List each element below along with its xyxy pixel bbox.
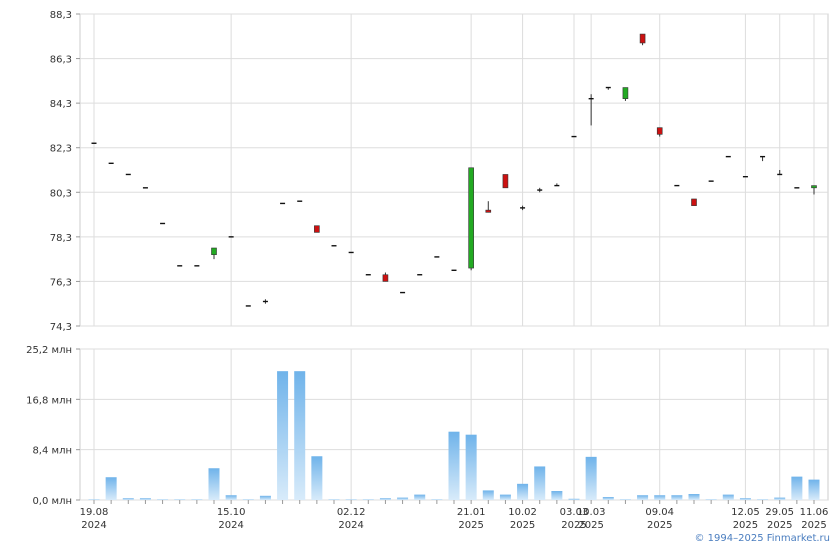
candle-body xyxy=(468,167,474,269)
x-tick-label-year: 2024 xyxy=(218,520,243,531)
volume-bar xyxy=(739,498,751,500)
volume-bar xyxy=(294,371,306,500)
x-tick-label-year: 2025 xyxy=(767,520,792,531)
price-tick-label: 82,3 xyxy=(50,144,72,155)
x-tick-label-year: 2025 xyxy=(458,520,483,531)
candle-body xyxy=(314,225,320,233)
x-tick-label-day: 02.12 xyxy=(337,507,366,518)
volume-bar xyxy=(774,497,786,500)
volume-bar xyxy=(722,494,734,500)
volume-bar xyxy=(517,483,529,500)
price-tick-label: 80,3 xyxy=(50,188,72,199)
volume-bar xyxy=(379,498,391,500)
volume-tick-label: 8,4 млн xyxy=(32,446,72,457)
volume-bar xyxy=(397,497,409,500)
volume-bar xyxy=(242,499,254,500)
candle-body xyxy=(211,247,217,255)
x-tick-label-year: 2024 xyxy=(338,520,363,531)
volume-bar xyxy=(688,494,700,500)
x-tick-label-year: 2024 xyxy=(81,520,106,531)
x-tick-label-year: 2025 xyxy=(578,520,603,531)
volume-bar xyxy=(431,499,443,500)
x-tick-label-day: 10.03 xyxy=(577,507,606,518)
volume-bar xyxy=(568,498,580,500)
volume-bar xyxy=(619,499,631,500)
volume-bar xyxy=(654,495,666,500)
volume-panel: 0,0 млн 8,4 млн 16,8 млн 25,2 млн xyxy=(26,345,829,507)
price-tick-label: 74,3 xyxy=(50,322,72,333)
price-tick-label: 86,3 xyxy=(50,55,72,66)
price-tick-label: 84,3 xyxy=(50,99,72,110)
volume-bar xyxy=(637,495,649,500)
volume-tick-label: 16,8 млн xyxy=(26,395,72,406)
volume-bar xyxy=(157,499,169,500)
x-axis: 19.08 2024 15.10 2024 02.12 2024 21.01 2025 10.0… xyxy=(80,500,829,531)
candle-body xyxy=(656,127,663,135)
volume-bar xyxy=(705,499,717,500)
copyright-credit[interactable]: © 1994–2025 Finmarket.ru xyxy=(694,533,830,544)
volume-bar xyxy=(551,491,563,500)
price-tick-label: 78,3 xyxy=(50,233,72,244)
x-tick-label-day: 09.04 xyxy=(645,507,674,518)
volume-bar xyxy=(791,476,803,500)
x-tick-label-day: 11.06 xyxy=(800,507,829,518)
volume-bar xyxy=(808,479,820,500)
x-tick-label-day: 21.01 xyxy=(457,507,486,518)
volume-bar xyxy=(174,499,186,500)
volume-bar xyxy=(88,499,100,500)
x-tick-label-day: 03.03 xyxy=(560,507,589,518)
candle-body xyxy=(485,209,492,213)
volume-bar xyxy=(277,371,289,500)
x-tick-label-day: 29.05 xyxy=(765,507,794,518)
price-tick-label: 76,3 xyxy=(50,277,72,288)
price-tick-label: 88,3 xyxy=(50,10,72,21)
x-tick-label-day: 10.02 xyxy=(508,507,537,518)
volume-bar xyxy=(191,499,203,500)
volume-bar xyxy=(122,498,134,500)
volume-bar xyxy=(208,468,220,500)
candle-body xyxy=(382,274,389,282)
volume-bar xyxy=(105,477,117,500)
volume-bar xyxy=(311,456,323,500)
x-tick-label-year: 2025 xyxy=(561,520,586,531)
candle-body xyxy=(691,198,697,206)
candle-body xyxy=(639,33,646,44)
x-tick-label-day: 15.10 xyxy=(217,507,246,518)
volume-bar xyxy=(328,499,340,500)
volume-bar xyxy=(225,495,237,500)
volume-bar xyxy=(259,495,271,500)
volume-bar xyxy=(534,466,546,500)
price-plot-area xyxy=(79,13,829,327)
volume-bar xyxy=(671,495,683,500)
volume-bar xyxy=(448,431,460,500)
volume-bar xyxy=(757,499,769,500)
x-tick-label-day: 19.08 xyxy=(80,507,109,518)
x-tick-label-year: 2025 xyxy=(801,520,826,531)
volume-bar xyxy=(345,499,357,500)
x-tick-label-year: 2025 xyxy=(733,520,758,531)
volume-bar xyxy=(602,497,614,500)
candle-body xyxy=(622,87,629,99)
volume-bar xyxy=(585,456,597,500)
volume-bar xyxy=(414,494,426,500)
volume-tick-label: 0,0 млн xyxy=(32,496,72,507)
x-tick-label-year: 2025 xyxy=(510,520,535,531)
volume-bar xyxy=(139,498,151,500)
x-tick-label-day: 12.05 xyxy=(731,507,760,518)
volume-bar xyxy=(482,490,494,500)
volume-bar xyxy=(465,434,477,500)
x-tick-label-year: 2025 xyxy=(647,520,672,531)
candle-body xyxy=(811,185,817,189)
candle-body xyxy=(502,174,509,189)
price-panel: 74,3 76,3 78,3 80,3 82,3 84,3 86,3 88,3 xyxy=(50,10,829,333)
volume-bar xyxy=(362,499,374,500)
volume-tick-label: 25,2 млн xyxy=(26,345,72,356)
volume-bar xyxy=(499,494,511,500)
